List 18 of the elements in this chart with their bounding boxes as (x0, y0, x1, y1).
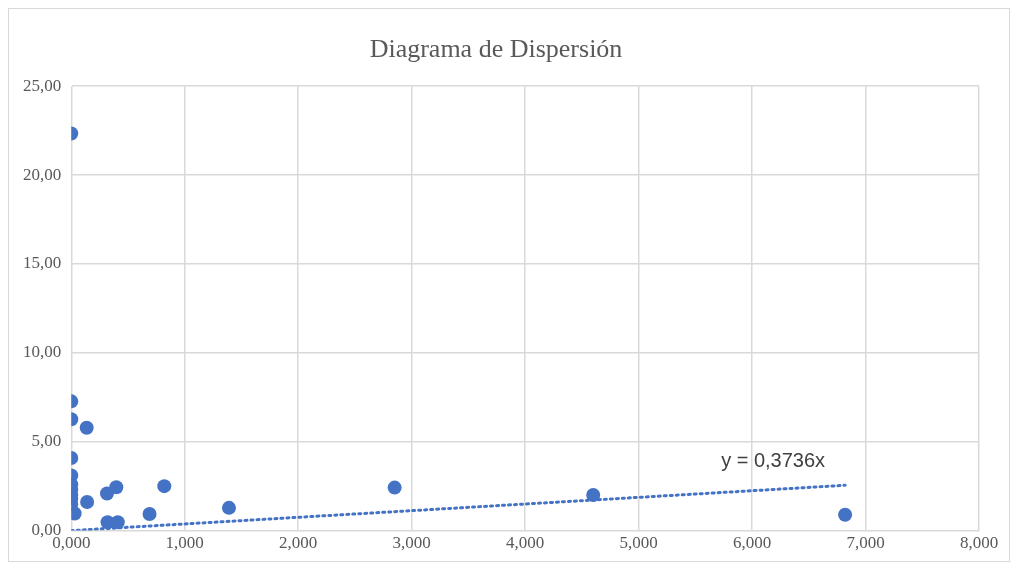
y-tick-label: 5,00 (31, 431, 62, 451)
point (387, 480, 402, 495)
point (838, 507, 853, 522)
x-tick-label: 1,000 (165, 533, 204, 553)
y-tick-label: 20,00 (23, 164, 62, 184)
x-tick-label: 6,000 (732, 533, 772, 553)
y-tick-label: 15,00 (23, 253, 62, 273)
y-tick-label: 10,00 (23, 342, 62, 362)
chart-title: Diagrama de Dispersión (369, 34, 623, 64)
x-tick-label: 7,000 (846, 533, 885, 553)
x-tick-label: 3,000 (392, 533, 431, 553)
y-tick-label: 25,00 (23, 75, 62, 95)
annotation: y = 0,3736x (721, 448, 826, 471)
point (586, 488, 601, 503)
x-tick-label: 2,000 (279, 533, 318, 553)
x-tick-label: 5,000 (619, 533, 658, 553)
x-tick-label: 4,000 (506, 533, 545, 553)
x-tick-label: 8,000 (959, 533, 999, 553)
